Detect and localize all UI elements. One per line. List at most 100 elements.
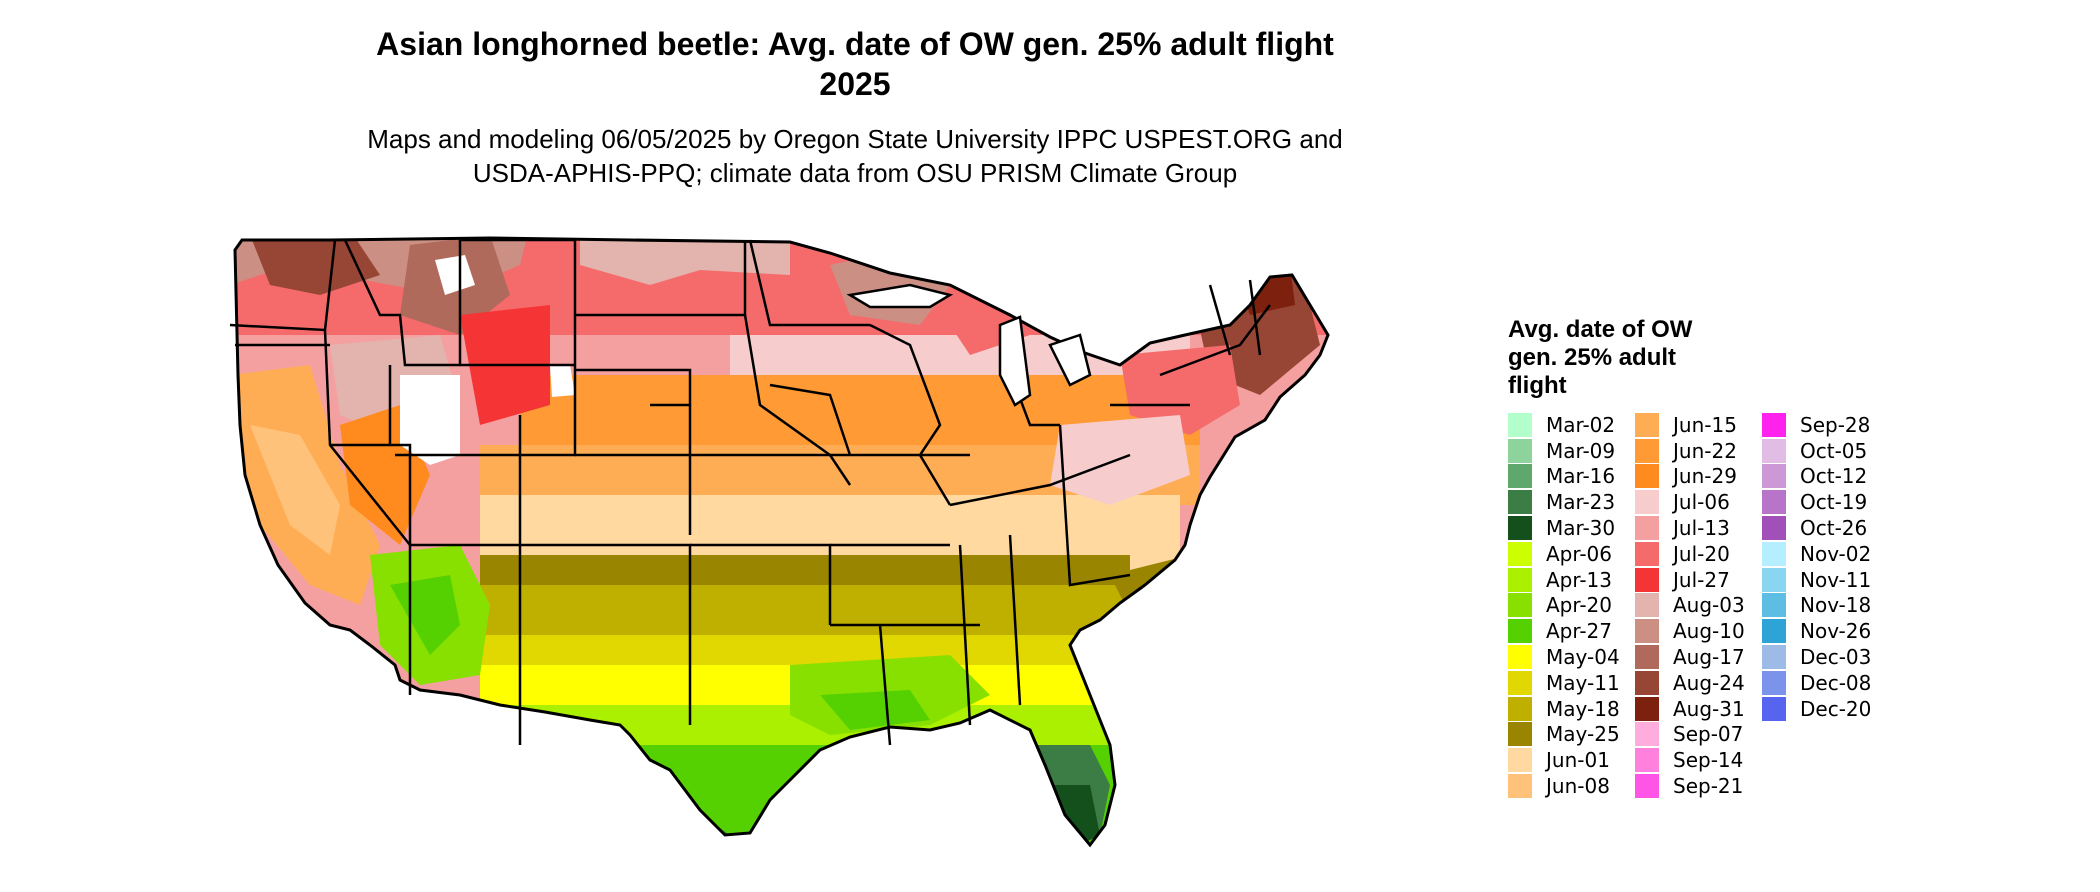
legend-item: Dec-08 [1762, 670, 1889, 696]
legend-swatch [1635, 541, 1659, 566]
legend-item: May-18 [1508, 696, 1635, 722]
legend-label: Oct-05 [1800, 438, 1868, 463]
legend-label: Dec-20 [1800, 696, 1872, 721]
legend-label: Apr-27 [1546, 619, 1612, 644]
legend-label: Apr-13 [1546, 567, 1612, 592]
legend-item: Aug-10 [1635, 618, 1762, 644]
legend-label: Aug-03 [1673, 593, 1745, 618]
legend-label: Mar-09 [1546, 438, 1616, 463]
legend-swatch [1635, 593, 1659, 618]
legend-label: Mar-16 [1546, 464, 1616, 489]
legend-item: Sep-21 [1635, 773, 1762, 799]
legend-swatch [1508, 722, 1532, 747]
map-title: Asian longhorned beetle: Avg. date of OW… [290, 24, 1420, 104]
legend-item: Jul-06 [1635, 489, 1762, 515]
legend-item: Dec-03 [1762, 644, 1889, 670]
legend-swatch [1635, 696, 1659, 721]
legend-label: Jul-27 [1673, 567, 1730, 592]
legend-swatch [1762, 670, 1786, 695]
map-title-line1: Asian longhorned beetle: Avg. date of OW… [376, 26, 1334, 62]
legend-label: Oct-19 [1800, 490, 1868, 515]
legend-swatch [1635, 619, 1659, 644]
legend-swatch [1508, 541, 1532, 566]
legend-item: May-25 [1508, 722, 1635, 748]
legend-label: Jul-13 [1673, 516, 1730, 541]
legend-swatch [1508, 516, 1532, 541]
legend-label: Jun-01 [1546, 748, 1610, 773]
legend-label: Dec-08 [1800, 670, 1872, 695]
legend-swatch [1635, 412, 1659, 437]
legend-label: Mar-30 [1546, 516, 1616, 541]
legend-swatch [1762, 619, 1786, 644]
legend-column: Jun-15 Jun-22 Jun-29 Jul-06 Jul-13 Jul-20 Jul-… [1635, 412, 1762, 799]
legend-label: Sep-28 [1800, 412, 1871, 437]
legend-item: Mar-09 [1508, 438, 1635, 464]
legend-swatch [1635, 567, 1659, 592]
legend-item: Aug-17 [1635, 644, 1762, 670]
legend-item: Aug-03 [1635, 593, 1762, 619]
legend-label: Jun-22 [1673, 438, 1737, 463]
legend-label: Jun-29 [1673, 464, 1737, 489]
legend-label: Jun-15 [1673, 412, 1737, 437]
map-subtitle-line1: Maps and modeling 06/05/2025 by Oregon S… [367, 124, 1343, 154]
legend-swatch [1635, 464, 1659, 489]
legend-swatch [1762, 516, 1786, 541]
legend-item: Jun-15 [1635, 412, 1762, 438]
legend-label: Apr-20 [1546, 593, 1612, 618]
legend-item: Nov-02 [1762, 541, 1889, 567]
map-subtitle-line2: USDA-APHIS-PPQ; climate data from OSU PR… [472, 158, 1238, 188]
legend-item: Jul-13 [1635, 515, 1762, 541]
legend-label: Jun-08 [1546, 774, 1610, 799]
legend-swatch [1635, 490, 1659, 515]
legend-label: Sep-14 [1673, 748, 1744, 773]
legend-title-line: flight [1508, 372, 1567, 399]
legend-label: Nov-26 [1800, 619, 1872, 644]
legend-item: Dec-20 [1762, 696, 1889, 722]
legend-title: Avg. date of OW gen. 25% adult flight [1508, 316, 1738, 400]
legend-item: Nov-11 [1762, 567, 1889, 593]
legend-item: Oct-05 [1762, 438, 1889, 464]
legend-swatch [1635, 722, 1659, 747]
legend-label: Aug-10 [1673, 619, 1745, 644]
legend-column: Sep-28 Oct-05 Oct-12 Oct-19 Oct-26 Nov-02 Nov-… [1762, 412, 1889, 799]
legend-swatch [1508, 670, 1532, 695]
legend-label: Dec-03 [1800, 645, 1872, 670]
legend-item: Apr-06 [1508, 541, 1635, 567]
legend-swatch [1508, 645, 1532, 670]
legend-swatch [1508, 412, 1532, 437]
legend-label: Aug-31 [1673, 696, 1745, 721]
legend-item: Oct-26 [1762, 515, 1889, 541]
legend-item: May-04 [1508, 644, 1635, 670]
legend-label: Apr-06 [1546, 541, 1612, 566]
legend-item: Apr-27 [1508, 618, 1635, 644]
legend-swatch [1635, 438, 1659, 463]
legend-item: Nov-26 [1762, 618, 1889, 644]
legend-label: May-04 [1546, 645, 1620, 670]
legend-item: Mar-16 [1508, 464, 1635, 490]
legend-label: Nov-11 [1800, 567, 1872, 592]
legend-label: Sep-07 [1673, 722, 1744, 747]
legend-label: Nov-02 [1800, 541, 1872, 566]
legend-label: Aug-17 [1673, 645, 1745, 670]
legend-item: Oct-12 [1762, 464, 1889, 490]
legend-swatch [1508, 619, 1532, 644]
legend: Avg. date of OW gen. 25% adult flight Ma… [1508, 316, 1988, 799]
legend-item: Apr-20 [1508, 593, 1635, 619]
legend-swatch [1508, 464, 1532, 489]
legend-swatch [1508, 774, 1532, 799]
legend-swatch [1762, 464, 1786, 489]
legend-swatch [1762, 541, 1786, 566]
legend-item: Mar-23 [1508, 489, 1635, 515]
great-lakes [846, 283, 1092, 407]
legend-title-line: gen. 25% adult [1508, 344, 1677, 371]
legend-swatch [1508, 567, 1532, 592]
legend-label: Sep-21 [1673, 774, 1744, 799]
legend-item: Apr-13 [1508, 567, 1635, 593]
legend-swatch [1508, 748, 1532, 773]
legend-item: Nov-18 [1762, 593, 1889, 619]
legend-label: Jul-20 [1673, 541, 1730, 566]
legend-label: Jul-06 [1673, 490, 1730, 515]
legend-item: Aug-24 [1635, 670, 1762, 696]
legend-item: Jun-01 [1508, 747, 1635, 773]
legend-title-line: Avg. date of OW [1508, 316, 1693, 343]
